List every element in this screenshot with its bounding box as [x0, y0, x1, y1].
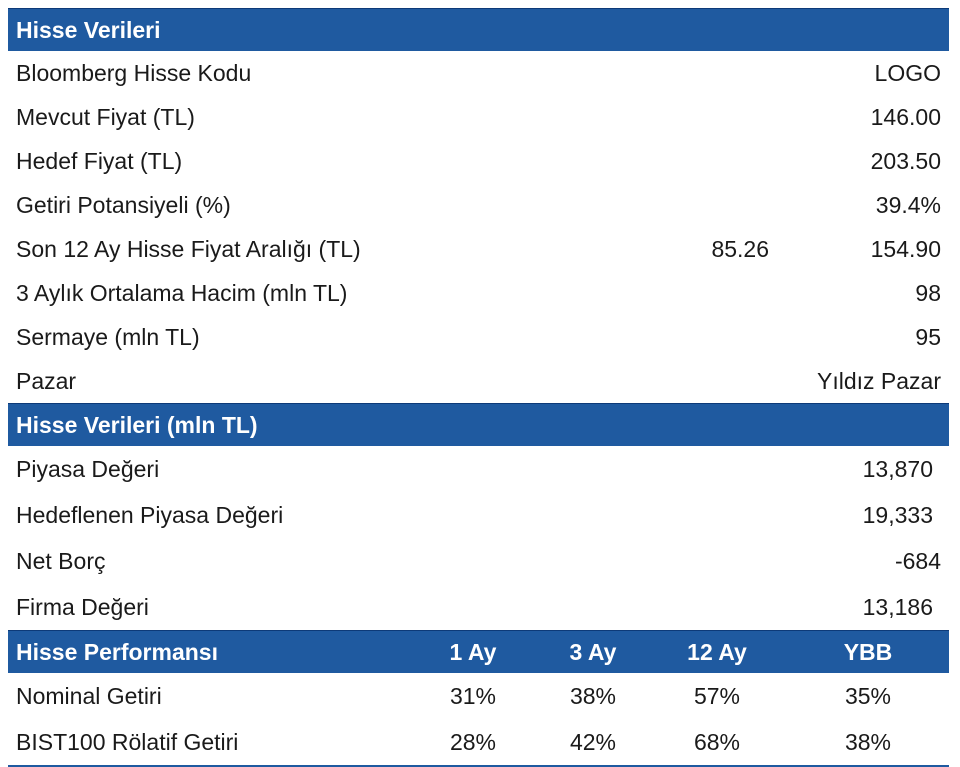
row-value: 203.50 — [870, 148, 941, 174]
table-row: Bloomberg Hisse Kodu LOGO — [8, 51, 949, 95]
cell-value: 42% — [569, 729, 617, 755]
row-label: Net Borç — [16, 548, 106, 574]
column-header-3m: 3 Ay — [569, 639, 617, 665]
stock-data-table: Hisse Verileri Bloomberg Hisse Kodu LOGO… — [8, 8, 949, 767]
cell-value: 31% — [449, 683, 497, 709]
range-low-value: 85.26 — [711, 236, 769, 262]
table-row: 3 Aylık Ortalama Hacim (mln TL) 98 — [8, 271, 949, 315]
table-row: Piyasa Değeri 13,870 — [8, 446, 949, 492]
column-header-ytd: YBB — [843, 639, 893, 665]
row-label: Son 12 Ay Hisse Fiyat Aralığı (TL) — [16, 236, 361, 262]
table-row: Sermaye (mln TL) 95 — [8, 315, 949, 359]
section-title: Hisse Verileri — [16, 17, 161, 43]
section-header-stock-data-mln: Hisse Verileri (mln TL) — [8, 403, 949, 446]
cell-value: 68% — [693, 729, 741, 755]
row-value: Yıldız Pazar — [817, 368, 941, 394]
column-header-1m: 1 Ay — [449, 639, 497, 665]
row-label: Hedef Fiyat (TL) — [16, 148, 183, 174]
row-label: Getiri Potansiyeli (%) — [16, 192, 231, 218]
row-label: 3 Aylık Ortalama Hacim (mln TL) — [16, 280, 348, 306]
cell-value: 35% — [844, 683, 892, 709]
table-row: Hedeflenen Piyasa Değeri 19,333 — [8, 492, 949, 538]
row-label: Firma Değeri — [16, 594, 149, 620]
row-value: 95 — [915, 324, 941, 350]
table-row: Pazar Yıldız Pazar — [8, 359, 949, 403]
column-header-12m: 12 Ay — [687, 639, 747, 665]
row-label: Piyasa Değeri — [16, 456, 160, 482]
row-label: Hedeflenen Piyasa Değeri — [16, 502, 284, 528]
cell-value: 38% — [569, 683, 617, 709]
row-label: Nominal Getiri — [16, 683, 162, 709]
row-label: Bloomberg Hisse Kodu — [16, 60, 252, 86]
cell-value: 28% — [449, 729, 497, 755]
table-row: BIST100 Rölatif Getiri 28% 42% 68% 38% — [8, 719, 949, 767]
row-value: LOGO — [874, 60, 941, 86]
row-value: 19,333 — [862, 502, 933, 528]
row-value: 13,186 — [862, 594, 933, 620]
row-value: 98 — [915, 280, 941, 306]
row-label: Sermaye (mln TL) — [16, 324, 200, 350]
table-row: Firma Değeri 13,186 — [8, 584, 949, 630]
row-label: Pazar — [16, 368, 77, 394]
row-value: 39.4% — [875, 192, 941, 218]
section-header-performance: Hisse Performansı 1 Ay 3 Ay 12 Ay YBB — [8, 630, 949, 673]
row-value: -684 — [894, 548, 941, 574]
table-row: Son 12 Ay Hisse Fiyat Aralığı (TL) 85.26… — [8, 227, 949, 271]
table-row: Hedef Fiyat (TL) 203.50 — [8, 139, 949, 183]
row-label: Mevcut Fiyat (TL) — [16, 104, 195, 130]
cell-value: 38% — [844, 729, 892, 755]
section-title: Hisse Performansı — [16, 639, 218, 665]
section-header-stock-data: Hisse Verileri — [8, 8, 949, 51]
table-row: Getiri Potansiyeli (%) 39.4% — [8, 183, 949, 227]
range-high-value: 154.90 — [870, 236, 941, 262]
table-row: Net Borç -684 — [8, 538, 949, 584]
row-label: BIST100 Rölatif Getiri — [16, 729, 239, 755]
row-value: 146.00 — [870, 104, 941, 130]
table-row: Nominal Getiri 31% 38% 57% 35% — [8, 673, 949, 719]
table-row: Mevcut Fiyat (TL) 146.00 — [8, 95, 949, 139]
section-title: Hisse Verileri (mln TL) — [16, 412, 258, 438]
cell-value: 57% — [693, 683, 741, 709]
row-value: 13,870 — [862, 456, 933, 482]
